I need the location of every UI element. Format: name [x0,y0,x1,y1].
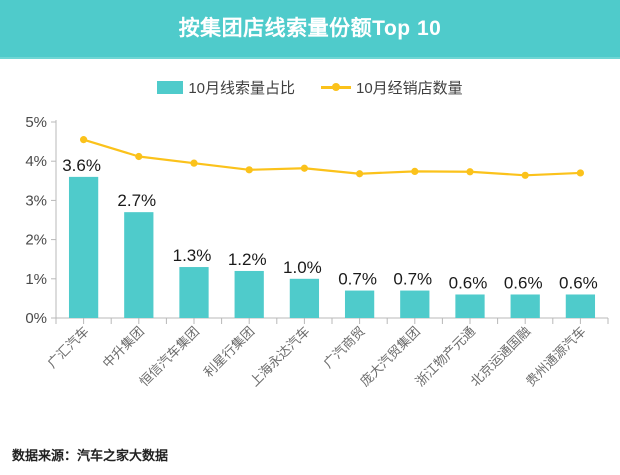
legend-label-line-series: 10月经销店数量 [356,79,463,97]
line-point[interactable] [411,167,419,175]
line-series-group [80,136,585,179]
x-axis-label[interactable]: 广汽商贸 [320,324,367,371]
bar[interactable] [400,290,430,318]
x-axis-label[interactable]: 恒信汽车集团 [136,324,202,390]
x-axis-label[interactable]: 上海永达汽车 [247,324,313,390]
x-axis-label[interactable]: 广汇汽车 [44,324,91,371]
bar[interactable] [179,267,209,318]
bar[interactable] [234,270,264,318]
bar-data-label: 0.7% [393,270,432,289]
line-point[interactable] [135,152,143,161]
bar[interactable] [455,294,485,318]
bar-data-label: 1.0% [283,258,322,277]
bar-data-label: 0.6% [449,273,488,292]
x-axis-label[interactable]: 利星行集团 [201,324,258,381]
y-axis-tick-label: 2% [25,232,47,249]
bar[interactable] [510,294,540,318]
bar-data-label: 0.7% [338,270,377,289]
legend-item-bar-series[interactable]: 10月线索量占比 [157,77,295,98]
line-dot-icon [321,81,351,94]
y-axis: 0% 1% 2% 3% 4% 5% [25,114,57,327]
y-axis-tick-label: 1% [25,271,47,288]
line-path [82,138,582,177]
page-title: 按集团店线索量份额Top 10 [178,17,442,40]
y-axis-tick-label: 3% [25,192,47,209]
line-point[interactable] [190,159,198,167]
bar[interactable] [289,278,320,318]
line-point[interactable] [245,166,253,174]
x-axis [55,317,609,324]
bar-data-label: 1.2% [228,250,267,269]
line-point[interactable] [521,171,529,179]
data-source-note: 数据来源：汽车之家大数据 [12,448,169,463]
line-point[interactable] [356,170,364,178]
legend-item-line-series[interactable]: 10月经销店数量 [321,77,463,98]
bar[interactable] [344,290,375,318]
bar-data-label: 3.6% [62,156,101,175]
line-point[interactable] [80,136,88,144]
bar-data-label: 0.6% [559,273,598,292]
legend-label-bar-series: 10月线索量占比 [188,79,295,97]
chart-legend: 10月线索量占比 10月经销店数量 [0,74,620,100]
x-axis-label[interactable]: 贵州通源汽车 [523,324,589,390]
line-point[interactable] [466,168,474,176]
y-axis-tick-label: 4% [25,153,47,170]
y-axis-tick-label: 0% [25,310,47,327]
chart-header-banner: 按集团店线索量份额Top 10 [0,0,620,57]
bar-swatch-icon [157,80,184,94]
bar-data-labels-group: 3.6% 2.7% 1.3% 1.2% 1.0% 0.7% 0.7% 0.6% 0.6% 0.6% [62,156,598,293]
bar-data-label: 2.7% [117,191,156,210]
line-point[interactable] [576,169,585,177]
bar-series-group [68,176,596,318]
header-divider [0,57,620,59]
bar-data-label: 0.6% [504,273,543,292]
bar[interactable] [124,212,154,318]
y-axis-tick-label: 5% [25,114,47,131]
bar[interactable] [68,176,99,318]
x-axis-label[interactable]: 中升集团 [100,324,147,371]
bar-data-label: 1.3% [173,246,212,265]
bar[interactable] [565,294,596,318]
line-point[interactable] [300,164,308,172]
